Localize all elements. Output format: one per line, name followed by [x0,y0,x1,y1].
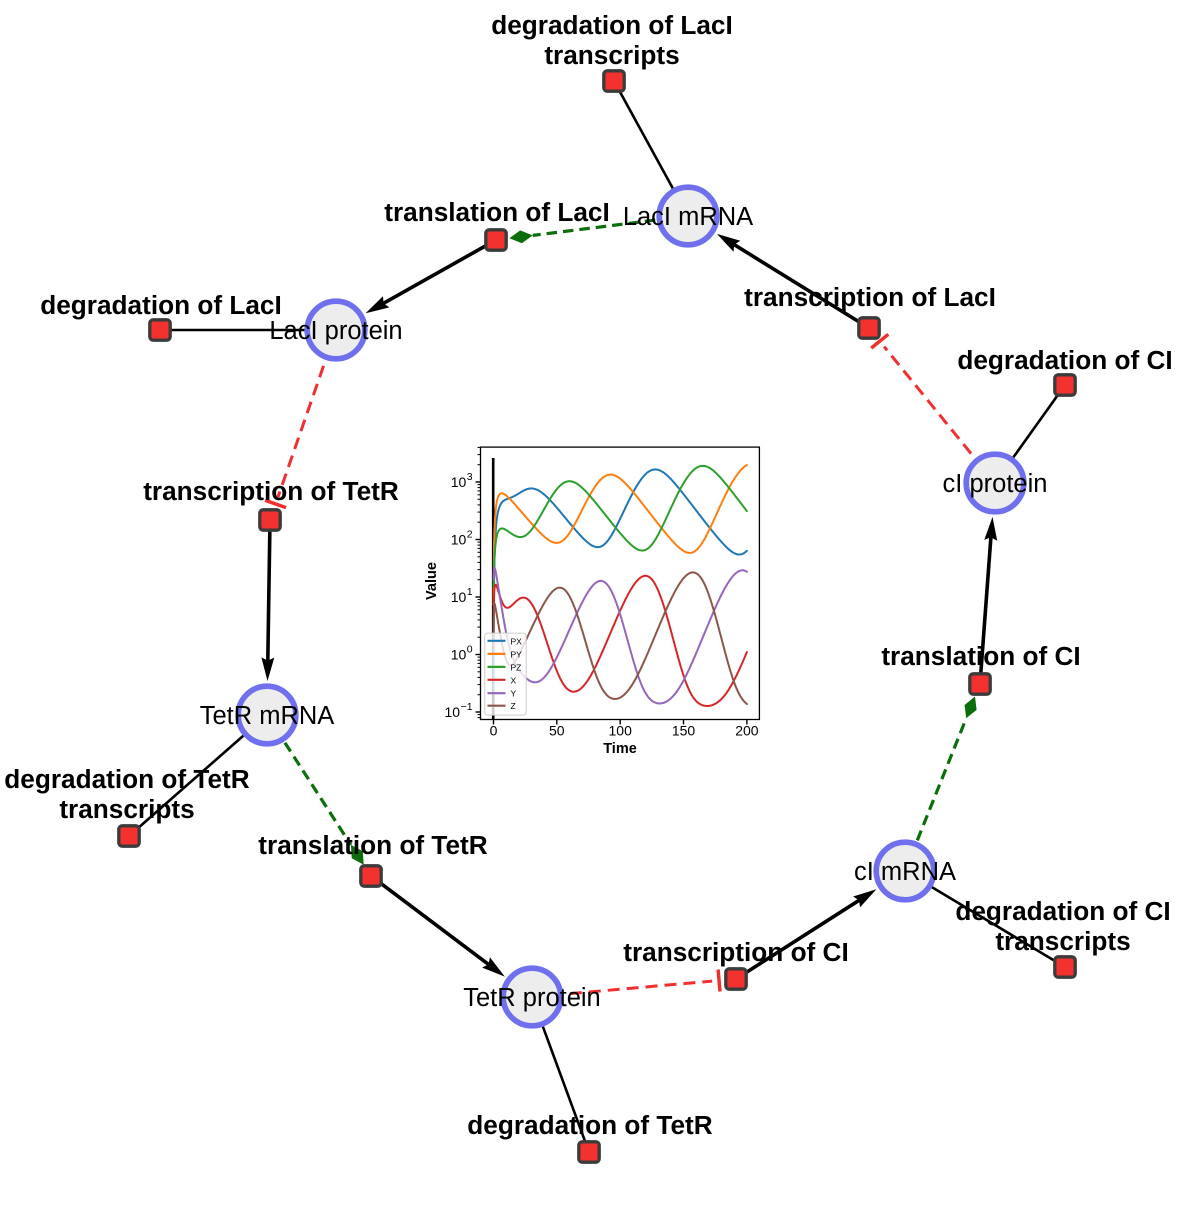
svg-text:degradation of TetR: degradation of TetR [467,1110,712,1140]
svg-text:transcription of LacI: transcription of LacI [744,282,996,312]
svg-text:PX: PX [511,636,523,646]
svg-text:degradation of LacI: degradation of LacI [491,10,733,40]
svg-text:degradation of CI: degradation of CI [955,896,1170,926]
svg-text:−1: −1 [461,701,473,713]
svg-text:Y: Y [511,689,517,699]
svg-text:Value: Value [424,562,440,600]
svg-text:LacI protein: LacI protein [269,317,402,345]
svg-text:0: 0 [467,644,473,656]
svg-text:PY: PY [511,649,523,659]
svg-text:2: 2 [467,529,473,541]
svg-text:cI mRNA: cI mRNA [854,858,956,886]
svg-text:LacI mRNA: LacI mRNA [623,203,753,231]
svg-text:translation of CI: translation of CI [881,641,1080,671]
svg-text:100: 100 [609,723,633,739]
svg-text:transcripts: transcripts [544,40,679,70]
svg-text:Time: Time [603,741,637,757]
svg-text:translation of TetR: translation of TetR [258,830,487,860]
svg-text:150: 150 [672,723,696,739]
svg-text:translation of LacI: translation of LacI [384,197,610,227]
svg-text:0: 0 [490,723,498,739]
svg-text:transcripts: transcripts [59,794,194,824]
svg-text:TetR mRNA: TetR mRNA [200,702,335,730]
svg-text:transcription of TetR: transcription of TetR [143,476,399,506]
svg-text:degradation of LacI: degradation of LacI [40,290,282,320]
svg-text:10: 10 [445,704,461,720]
svg-text:3: 3 [467,471,473,483]
svg-text:degradation of TetR: degradation of TetR [4,764,249,794]
svg-text:10: 10 [451,647,467,663]
svg-text:cI protein: cI protein [943,470,1048,498]
svg-text:PZ: PZ [511,662,522,672]
svg-text:X: X [511,675,517,685]
svg-text:10: 10 [451,589,467,605]
svg-text:degradation of CI: degradation of CI [957,345,1172,375]
svg-text:transcripts: transcripts [995,926,1130,956]
svg-text:50: 50 [549,723,565,739]
svg-text:200: 200 [735,723,759,739]
svg-text:10: 10 [451,532,467,548]
svg-text:transcription of CI: transcription of CI [623,937,849,967]
svg-text:1: 1 [467,586,473,598]
svg-text:TetR protein: TetR protein [463,984,601,1012]
svg-text:10: 10 [451,474,467,490]
svg-text:Z: Z [511,701,516,711]
